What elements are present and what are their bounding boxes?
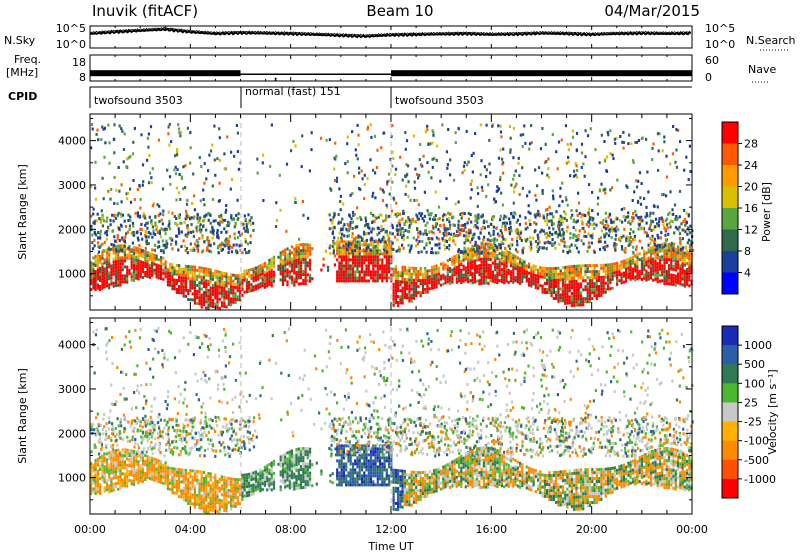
velocity-colorbar-tick: 500 (744, 358, 765, 371)
power-colorbar: 28 24 20 16 12 8 4 Power [dB] (721, 121, 773, 295)
time-tick-label: 16:00 (475, 523, 507, 536)
velocity-colorbar: 1000 500 100 25 -25 -100 -500 -1000 Velocity [m… (721, 325, 779, 499)
cpid-label: CPID (8, 90, 37, 103)
power-colorbar-tick: 24 (744, 159, 758, 172)
power-colorbar-tick: 28 (744, 138, 758, 151)
time-tick-label: 00:00 (676, 523, 708, 536)
range-tick-label: 1000 (58, 268, 86, 281)
velocity-colorbar-swatch (722, 345, 738, 365)
power-colorbar-tick: 12 (744, 224, 758, 237)
noise-ytick-bottom-left: 10^0 (56, 38, 86, 51)
nave-ylabel: Nave (748, 63, 776, 76)
nave-ytick-bottom-right: 0 (705, 71, 712, 84)
time-tick-label: 20:00 (576, 523, 608, 536)
date-title: 04/Mar/2015 (604, 2, 700, 20)
noise-ytick-top-left: 10^5 (56, 22, 86, 35)
range-tick-label: 4000 (58, 135, 86, 148)
cpid-program-1: twofsound 3503 (94, 94, 183, 107)
noise-panel: N.Sky 10^5 10^0 10^5 10^0 N.Search (4, 22, 796, 51)
time-axis-label: Time UT (367, 540, 413, 553)
time-axis: 00:00 04:00 08:00 12:00 16:00 20:00 00:00 (74, 523, 708, 536)
range-tick-label: 2000 (58, 427, 86, 440)
cpid-panel: CPID twofsound 3503 normal (fast) 151 tw… (8, 85, 692, 108)
range-tick-label: 3000 (58, 383, 86, 396)
power-colorbar-label: Power [dB] (760, 182, 773, 242)
velocity-colorbar-swatch (722, 383, 738, 403)
power-colorbar-tick: 4 (744, 267, 751, 280)
range-tick-label: 4000 (58, 339, 86, 352)
velocity-colorbar-tick: -1000 (744, 473, 776, 486)
power-ylabel: Slant Range [km] (16, 164, 29, 260)
noise-ytick-top-right: 10^5 (705, 22, 735, 35)
nave-ytick-top-right: 60 (705, 54, 719, 67)
velocity-colorbar-label: Velocity [m s⁻¹] (766, 369, 779, 454)
velocity-colorbar-tick: 25 (744, 396, 758, 409)
time-tick-label: 04:00 (174, 523, 206, 536)
time-tick-label: 08:00 (275, 523, 307, 536)
noise-sky-line (89, 27, 692, 39)
power-colorbar-tick: 8 (744, 245, 751, 258)
noise-search-line (89, 26, 691, 37)
power-colorbar-swatch (722, 272, 738, 295)
time-tick-label: 12:00 (375, 523, 407, 536)
velocity-colorbar-swatch (722, 478, 738, 499)
velocity-colorbar-swatch (722, 421, 738, 442)
velocity-colorbar-swatch (722, 402, 738, 423)
noise-ylabel-left: N.Sky (4, 34, 36, 47)
velocity-colorbar-swatch (722, 364, 738, 384)
velocity-colorbar-swatch (722, 440, 738, 461)
velocity-panel: 1000 2000 3000 4000 Slant Range [km] (16, 317, 694, 515)
range-tick-label: 1000 (58, 472, 86, 485)
velocity-colorbar-tick: -100 (744, 435, 769, 448)
power-colorbar-tick: 20 (744, 181, 758, 194)
frequency-panel: Freq. [MHz] 18 8 60 0 Nave (6, 53, 776, 84)
velocity-colorbar-tick: -500 (744, 454, 769, 467)
range-tick-label: 2000 (58, 223, 86, 236)
velocity-colorbar-swatch (722, 459, 738, 480)
beam-title: Beam 10 (366, 2, 433, 20)
cpid-program-3: twofsound 3503 (395, 94, 484, 107)
power-heatmap (90, 122, 695, 310)
freq-segment (90, 70, 241, 77)
range-tick-label: 3000 (58, 179, 86, 192)
cpid-program-2: normal (fast) 151 (245, 85, 341, 98)
power-colorbar-swatch (722, 165, 738, 187)
noise-ytick-bottom-right: 10^0 (705, 38, 735, 51)
time-tick-label: 00:00 (74, 523, 106, 536)
freq-ytick-top-left: 18 (72, 56, 86, 69)
power-colorbar-swatch (722, 143, 738, 166)
power-colorbar-swatch (722, 208, 738, 230)
noise-ylabel-right: N.Search (746, 34, 796, 47)
velocity-colorbar-tick: 1000 (744, 339, 772, 352)
velocity-colorbar-swatch (722, 326, 738, 346)
power-colorbar-tick: 16 (744, 202, 758, 215)
velocity-heatmap (90, 326, 694, 514)
power-colorbar-swatch (722, 122, 738, 144)
velocity-ylabel: Slant Range [km] (16, 368, 29, 464)
velocity-colorbar-tick: 100 (744, 377, 765, 390)
power-panel: 1000 2000 3000 4000 Slant Range [km] (16, 113, 695, 311)
freq-ylabel-line1: Freq. (14, 53, 41, 66)
velocity-colorbar-tick: -25 (744, 416, 762, 429)
freq-ylabel-line2: [MHz] (6, 66, 38, 79)
power-colorbar-swatch (722, 251, 738, 273)
power-colorbar-swatch (722, 229, 738, 252)
station-title: Inuvik (fitACF) (92, 2, 198, 20)
power-colorbar-swatch (722, 186, 738, 209)
freq-ytick-bottom-left: 8 (79, 71, 86, 84)
freq-segment (391, 70, 692, 77)
